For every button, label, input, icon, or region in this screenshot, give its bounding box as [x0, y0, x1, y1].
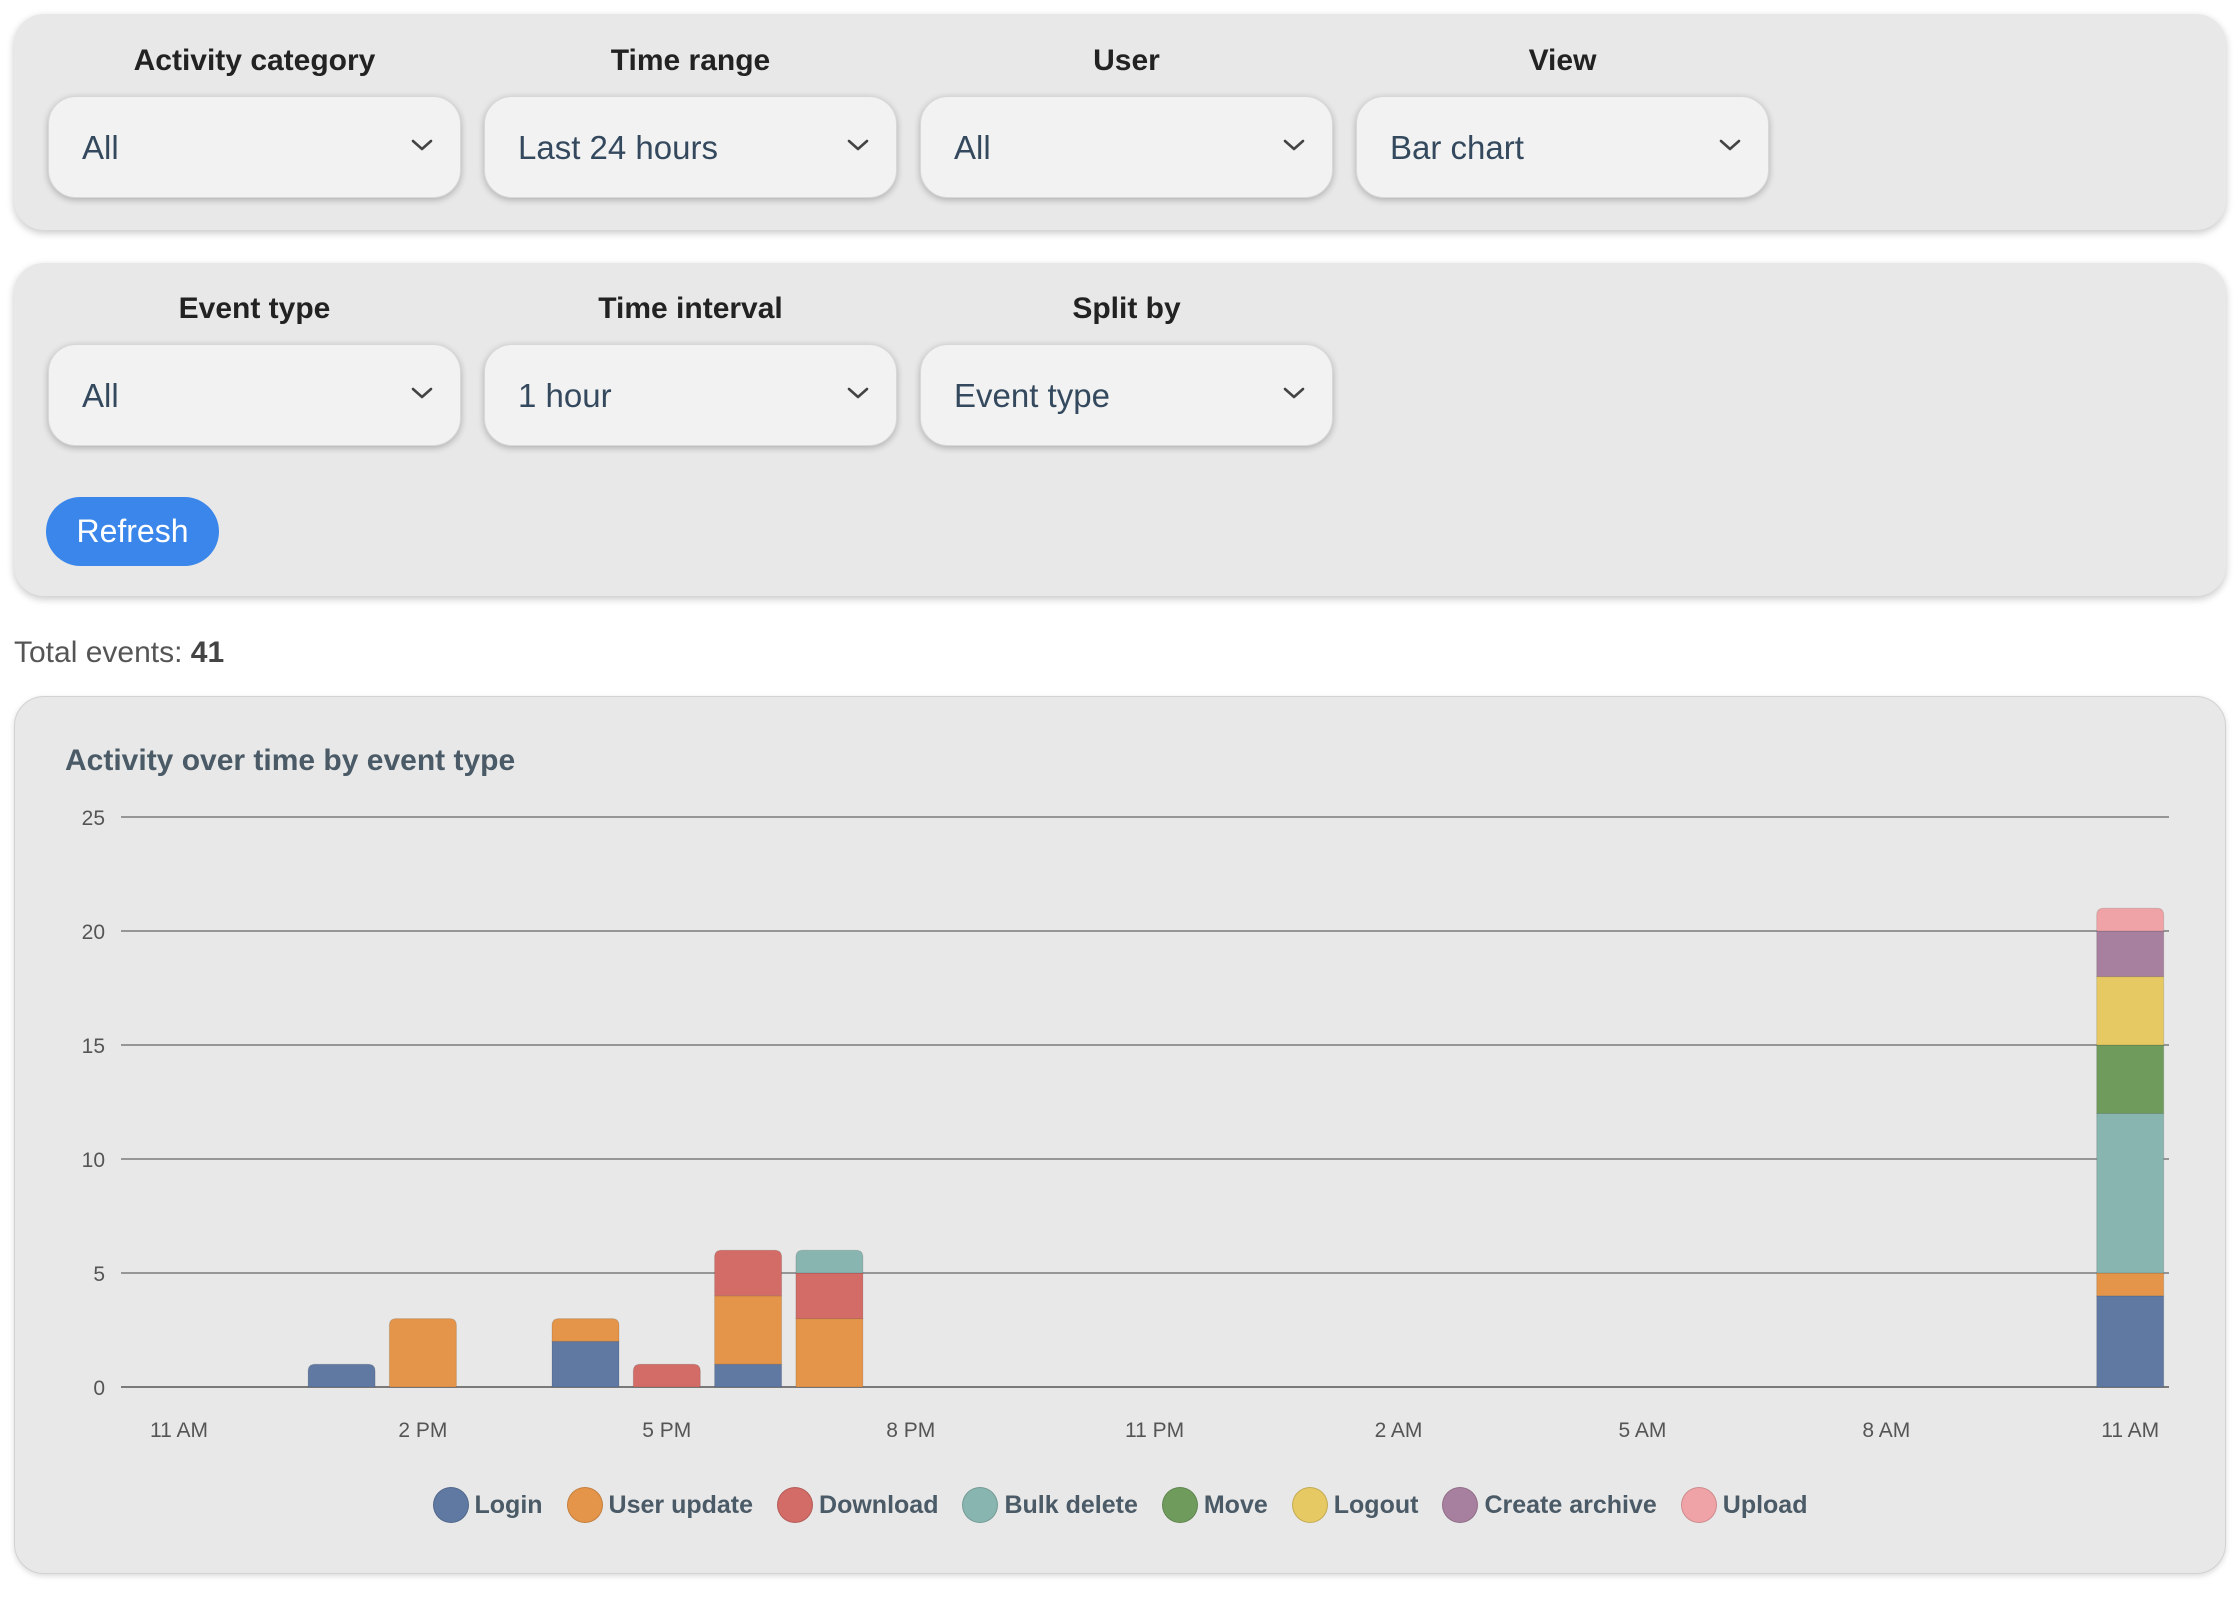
legend-item[interactable]: User update [566, 1487, 754, 1523]
bar-segment [795, 1272, 864, 1320]
y-tick-label: 20 [82, 921, 105, 944]
x-tick-label: 11 PM [1125, 1419, 1184, 1442]
time-range-value: Last 24 hours [518, 129, 718, 166]
legend-label: Download [819, 1490, 939, 1519]
legend-swatch [777, 1487, 814, 1523]
view-value: Bar chart [1390, 129, 1524, 166]
bar-segment [714, 1295, 783, 1365]
chevron-down-icon [1283, 139, 1305, 151]
legend-swatch [1442, 1487, 1479, 1523]
bar-segment [551, 1340, 620, 1388]
legend-label: Login [474, 1490, 543, 1519]
time-interval-label: Time interval [598, 292, 783, 325]
legend-label: Upload [1722, 1490, 1808, 1519]
bar-segment [2096, 1044, 2165, 1114]
bar-segment [714, 1249, 783, 1297]
activity-category-label: Activity category [133, 44, 376, 77]
legend-label: Move [1203, 1490, 1268, 1519]
user-select[interactable]: All [920, 96, 1333, 198]
legend-swatch [1161, 1487, 1198, 1523]
y-tick-label: 25 [82, 807, 105, 830]
legend-label: Create archive [1484, 1490, 1657, 1519]
legend-swatch [962, 1487, 999, 1523]
x-tick-label: 8 AM [1862, 1419, 1910, 1442]
y-tick-label: 15 [82, 1035, 105, 1058]
filter-panel-primary: Activity category All Time range Last 24… [14, 14, 2226, 230]
total-events: Total events: 41 [14, 636, 224, 670]
bar-segment [2096, 1272, 2165, 1297]
bar-segment [795, 1318, 864, 1388]
x-tick-label: 2 PM [398, 1419, 447, 1442]
view-select[interactable]: Bar chart [1356, 96, 1769, 198]
x-tick-label: 5 PM [642, 1419, 691, 1442]
chart-legend: Login User update Download Bulk delete Move L… [15, 1487, 2225, 1523]
y-tick-label: 10 [82, 1149, 105, 1172]
bar-segment [795, 1249, 864, 1274]
legend-swatch [432, 1487, 469, 1523]
legend-label: Bulk delete [1004, 1490, 1138, 1519]
chevron-down-icon [1719, 139, 1741, 151]
split-by-select[interactable]: Event type [920, 344, 1333, 446]
legend-item[interactable]: Bulk delete [962, 1487, 1138, 1523]
bar-segment [2096, 930, 2165, 978]
bar-segment [2096, 907, 2165, 932]
y-tick-label: 5 [93, 1263, 105, 1286]
activity-category-select[interactable]: All [48, 96, 461, 198]
time-range-select[interactable]: Last 24 hours [484, 96, 897, 198]
chevron-down-icon [411, 387, 433, 399]
event-type-value: All [82, 377, 119, 414]
chart-panel: 0 5 10 15 20 25 11 AM 2 PM 5 PM 8 PM 11 PM 2 AM 5 AM… [14, 696, 2226, 1574]
event-type-select[interactable]: All [48, 344, 461, 446]
activity-category-value: All [82, 129, 119, 166]
user-label: User [1093, 44, 1160, 77]
legend-item[interactable]: Upload [1680, 1487, 1808, 1523]
chevron-down-icon [847, 139, 869, 151]
legend-item[interactable]: Download [777, 1487, 938, 1523]
y-tick-label: 0 [93, 1377, 105, 1400]
bar-segment [632, 1363, 701, 1388]
legend-label: Logout [1333, 1490, 1419, 1519]
split-by-label: Split by [1072, 292, 1181, 325]
x-tick-label: 11 AM [2101, 1419, 2159, 1442]
x-tick-label: 5 AM [1618, 1419, 1666, 1442]
total-events-label: Total events: [14, 636, 183, 669]
time-interval-select[interactable]: 1 hour [484, 344, 897, 446]
filter-panel-secondary: Event type All Time interval 1 hour Spli… [14, 263, 2226, 596]
split-by-value: Event type [954, 377, 1110, 414]
legend-item[interactable]: Create archive [1442, 1487, 1657, 1523]
x-tick-label: 11 AM [150, 1419, 208, 1442]
x-tick-label: 8 PM [886, 1419, 935, 1442]
bar-segment [2096, 1112, 2165, 1274]
legend-swatch [1291, 1487, 1328, 1523]
legend-swatch [1680, 1487, 1717, 1523]
chart-title: Activity over time by event type [65, 744, 516, 777]
bar-segment [388, 1318, 457, 1388]
bar-segment [551, 1318, 620, 1342]
chevron-down-icon [1283, 387, 1305, 399]
event-type-label: Event type [178, 292, 331, 325]
time-range-label: Time range [610, 44, 771, 77]
refresh-button[interactable]: Refresh [46, 497, 219, 566]
x-tick-label: 2 AM [1375, 1419, 1423, 1442]
activity-bar-chart: 0 5 10 15 20 25 11 AM 2 PM 5 PM 8 PM 11 PM 2 AM 5 AM… [82, 807, 2169, 1442]
legend-item[interactable]: Move [1161, 1487, 1268, 1523]
bar-segment [307, 1363, 376, 1388]
bar-segment [2096, 1295, 2165, 1388]
total-events-count: 41 [190, 636, 225, 669]
view-label: View [1528, 44, 1597, 77]
bar-segment [2096, 976, 2165, 1046]
legend-item[interactable]: Login [432, 1487, 543, 1523]
bar-segment [714, 1363, 783, 1388]
time-interval-value: 1 hour [518, 377, 612, 414]
chevron-down-icon [411, 139, 433, 151]
legend-label: User update [608, 1490, 754, 1519]
chevron-down-icon [847, 387, 869, 399]
legend-item[interactable]: Logout [1291, 1487, 1419, 1523]
legend-swatch [566, 1487, 603, 1523]
user-value: All [954, 129, 991, 166]
